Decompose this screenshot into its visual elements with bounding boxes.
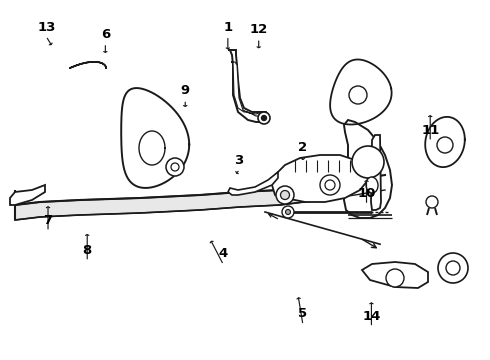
Text: 4: 4 <box>219 247 227 260</box>
Circle shape <box>171 163 179 171</box>
Circle shape <box>258 112 270 124</box>
Text: 3: 3 <box>235 154 244 167</box>
Polygon shape <box>139 131 165 165</box>
Text: 1: 1 <box>223 21 232 33</box>
Circle shape <box>426 196 438 208</box>
Circle shape <box>166 158 184 176</box>
Text: 2: 2 <box>298 141 307 154</box>
Text: 8: 8 <box>83 244 92 257</box>
Circle shape <box>349 86 367 104</box>
Circle shape <box>446 261 460 275</box>
Polygon shape <box>330 59 392 125</box>
Polygon shape <box>70 62 106 68</box>
Text: 6: 6 <box>101 28 110 41</box>
Polygon shape <box>10 185 45 205</box>
Ellipse shape <box>366 177 378 193</box>
Circle shape <box>286 210 291 215</box>
Polygon shape <box>121 88 189 188</box>
Text: 11: 11 <box>421 124 440 137</box>
Text: 5: 5 <box>298 307 307 320</box>
Polygon shape <box>15 175 385 220</box>
Polygon shape <box>344 120 392 218</box>
Polygon shape <box>425 117 465 167</box>
Polygon shape <box>362 262 428 288</box>
Circle shape <box>320 175 340 195</box>
Polygon shape <box>231 62 264 116</box>
Circle shape <box>386 269 404 287</box>
Text: 7: 7 <box>44 214 52 227</box>
Text: 13: 13 <box>37 21 56 33</box>
Circle shape <box>280 190 290 199</box>
Text: 9: 9 <box>181 84 190 97</box>
Circle shape <box>352 146 384 178</box>
Text: 14: 14 <box>362 310 381 323</box>
Circle shape <box>282 206 294 218</box>
Circle shape <box>262 116 267 121</box>
Circle shape <box>437 137 453 153</box>
Text: 12: 12 <box>249 23 268 36</box>
Text: 10: 10 <box>357 187 376 200</box>
Polygon shape <box>371 135 381 210</box>
Polygon shape <box>272 155 368 202</box>
Circle shape <box>276 186 294 204</box>
Circle shape <box>438 253 468 283</box>
Polygon shape <box>228 172 278 195</box>
Circle shape <box>325 180 335 190</box>
Polygon shape <box>228 50 268 122</box>
